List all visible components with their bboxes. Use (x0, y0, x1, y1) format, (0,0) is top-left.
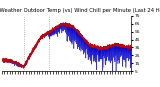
Text: Milwaukee Weather Outdoor Temp (vs) Wind Chill per Minute (Last 24 Hours): Milwaukee Weather Outdoor Temp (vs) Wind… (0, 8, 160, 13)
